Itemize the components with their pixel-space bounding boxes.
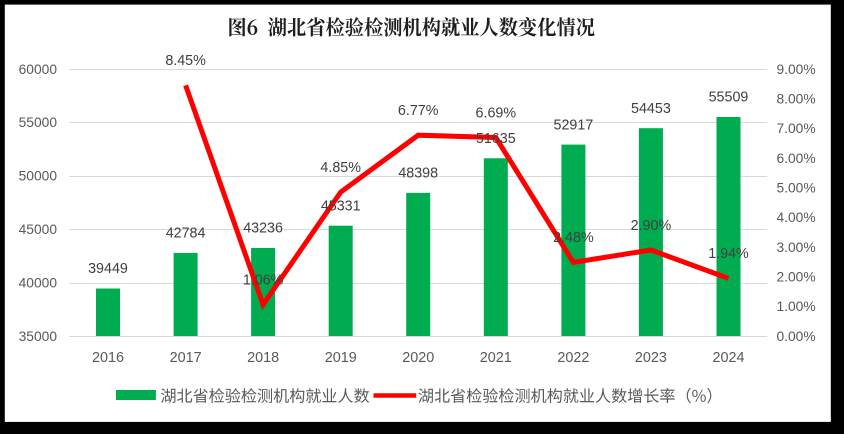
svg-text:1.00%: 1.00% — [777, 299, 816, 314]
svg-text:2024: 2024 — [712, 350, 744, 366]
svg-text:0.00%: 0.00% — [777, 329, 816, 344]
svg-text:2.00%: 2.00% — [777, 270, 816, 285]
svg-text:2.90%: 2.90% — [631, 218, 672, 234]
svg-text:2.48%: 2.48% — [553, 230, 594, 246]
svg-text:9.00%: 9.00% — [777, 62, 816, 77]
svg-text:1.94%: 1.94% — [708, 246, 749, 262]
svg-text:7.00%: 7.00% — [777, 121, 816, 136]
svg-text:45000: 45000 — [19, 222, 58, 237]
svg-text:55000: 55000 — [19, 115, 58, 130]
svg-text:54453: 54453 — [631, 101, 671, 117]
svg-text:2018: 2018 — [247, 350, 279, 366]
svg-text:43236: 43236 — [243, 221, 283, 237]
svg-text:40000: 40000 — [19, 275, 58, 290]
svg-text:2022: 2022 — [557, 350, 589, 366]
svg-text:2021: 2021 — [480, 350, 512, 366]
svg-text:2016: 2016 — [92, 350, 124, 366]
svg-text:2020: 2020 — [402, 350, 434, 366]
svg-text:8.45%: 8.45% — [165, 53, 206, 69]
svg-text:42784: 42784 — [166, 226, 206, 242]
svg-text:4.85%: 4.85% — [320, 160, 361, 176]
svg-text:51635: 51635 — [476, 131, 516, 147]
svg-text:2019: 2019 — [325, 350, 357, 366]
svg-text:48398: 48398 — [398, 166, 438, 182]
svg-text:6.00%: 6.00% — [777, 151, 816, 166]
svg-text:55509: 55509 — [709, 90, 749, 106]
svg-text:60000: 60000 — [19, 62, 58, 77]
svg-text:3.00%: 3.00% — [777, 240, 816, 255]
svg-text:2017: 2017 — [170, 350, 202, 366]
svg-text:6.69%: 6.69% — [476, 105, 517, 121]
svg-text:8.00%: 8.00% — [777, 92, 816, 107]
svg-text:52917: 52917 — [554, 117, 594, 133]
svg-text:6.77%: 6.77% — [398, 103, 439, 119]
svg-text:4.00%: 4.00% — [777, 210, 816, 225]
svg-text:39449: 39449 — [88, 261, 128, 277]
svg-text:50000: 50000 — [19, 169, 58, 184]
svg-text:45331: 45331 — [321, 198, 361, 214]
svg-text:35000: 35000 — [19, 329, 58, 344]
svg-text:5.00%: 5.00% — [777, 181, 816, 196]
svg-text:1.06%: 1.06% — [243, 272, 284, 288]
svg-text:2023: 2023 — [635, 350, 667, 366]
